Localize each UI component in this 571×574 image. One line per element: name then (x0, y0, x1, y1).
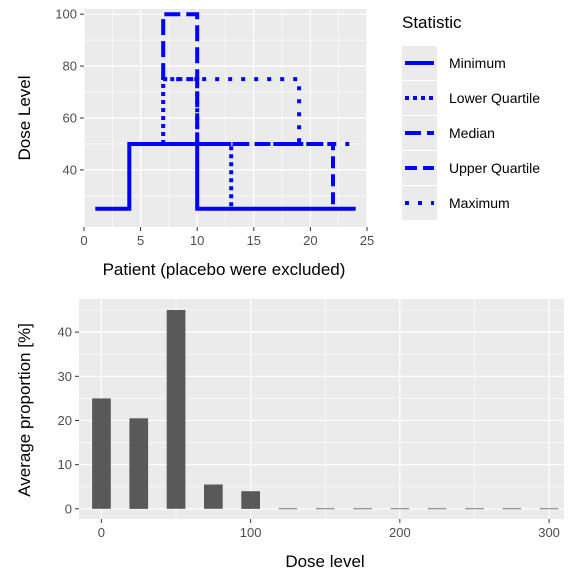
bottom-y-tick-label: 0 (65, 501, 72, 516)
bottom-y-tick-label: 30 (58, 369, 72, 384)
top-y-axis: 40 60 80 100 (55, 7, 84, 177)
bottom-x-tick-label: 200 (389, 525, 411, 540)
top-x-tick-label: 5 (137, 233, 144, 248)
top-y-tick-label: 80 (63, 59, 77, 74)
series-line-maximum (163, 77, 356, 146)
bottom-bars (92, 310, 559, 510)
bar (278, 508, 298, 510)
bottom-y-axis: 0 10 20 30 40 (58, 325, 79, 516)
bar (129, 418, 149, 509)
bar (241, 491, 260, 509)
bottom-x-axis: 0 100 200 300 (98, 519, 560, 540)
top-x-tick-label: 10 (190, 233, 204, 248)
legend-label: Upper Quartile (449, 160, 540, 176)
bar (502, 508, 522, 510)
bottom-x-axis-title: Dose level (285, 552, 364, 571)
top-y-tick-label: 100 (55, 7, 77, 22)
legend: Statistic Minimum Lower Quartile Median Upp… (402, 13, 540, 220)
legend-entries: Minimum Lower Quartile Median Upper Quartil… (402, 46, 540, 220)
top-y-tick-label: 40 (63, 162, 77, 177)
top-x-tick-label: 0 (80, 233, 87, 248)
legend-label: Minimum (449, 55, 506, 71)
bottom-x-tick-label: 100 (240, 525, 262, 540)
bottom-x-tick-label: 0 (98, 525, 105, 540)
bar (539, 508, 559, 510)
series-line-lower-quartile (161, 77, 234, 209)
top-series-lines (95, 12, 356, 211)
bar (390, 508, 410, 510)
bar (353, 508, 372, 510)
legend-label: Lower Quartile (449, 90, 540, 106)
bottom-plot-panel (79, 299, 564, 519)
legend-title: Statistic (402, 13, 462, 32)
bottom-y-tick-label: 10 (58, 457, 72, 472)
top-x-axis-title: Patient (placebo were excluded) (103, 260, 346, 279)
bottom-x-tick-label: 300 (538, 525, 560, 540)
top-x-tick-label: 20 (303, 233, 317, 248)
bar (166, 310, 186, 509)
bar (92, 398, 111, 509)
bottom-y-tick-label: 40 (58, 325, 72, 340)
bar (204, 484, 223, 509)
top-x-axis: 0 5 10 15 20 25 (80, 227, 374, 248)
bottom-y-tick-label: 20 (58, 413, 72, 428)
bottom-y-axis-title: Average proportion [%] (15, 323, 34, 497)
bar (315, 508, 335, 510)
legend-label: Median (449, 125, 495, 141)
series-line-median (161, 12, 300, 146)
bar (427, 508, 447, 510)
legend-label: Maximum (449, 195, 510, 211)
top-x-tick-label: 15 (247, 233, 261, 248)
bar (465, 508, 484, 510)
top-y-tick-label: 60 (63, 111, 77, 126)
dose-proportion-chart: 0 100 200 300 0 10 20 30 40 Dose level Average … (15, 299, 564, 571)
top-x-tick-label: 25 (360, 233, 374, 248)
top-y-axis-title: Dose Level (15, 75, 34, 160)
dose-level-chart: 0 5 10 15 20 25 40 60 80 100 Patient (placebo we… (15, 7, 540, 279)
